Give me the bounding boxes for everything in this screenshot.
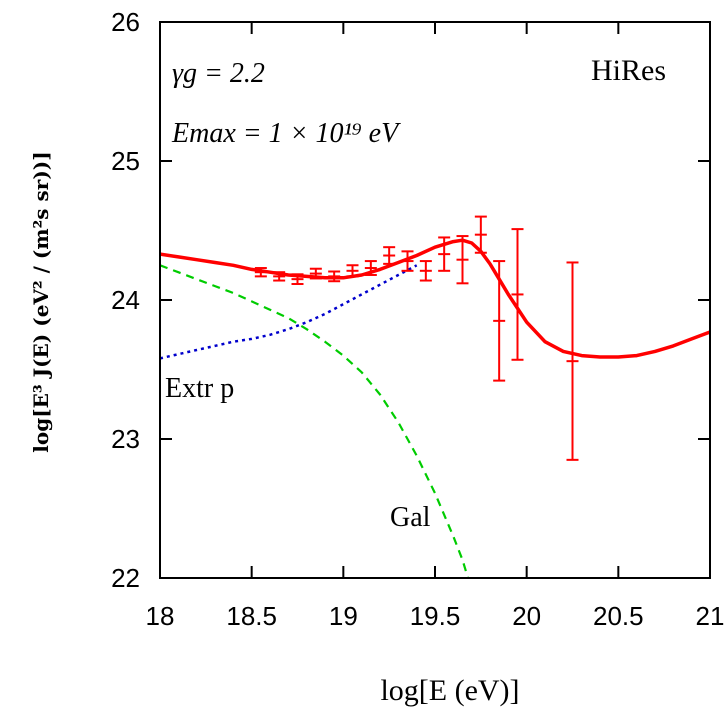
y-tick-label: 22 bbox=[111, 563, 140, 593]
hires-data-point bbox=[438, 236, 451, 272]
hires-data-point bbox=[291, 273, 304, 286]
x-tick-label: 19.5 bbox=[410, 601, 461, 631]
extr-label: Extr p bbox=[165, 373, 234, 404]
hires-data-point bbox=[493, 260, 506, 382]
hires-data-point bbox=[401, 250, 414, 272]
y-tick-label: 26 bbox=[111, 7, 140, 37]
gamma-annotation: γg = 2.2 bbox=[172, 58, 265, 89]
y-axis-label: log[E³ J(E) (eV² / (m²s sr))] bbox=[29, 151, 53, 452]
hires-data-point bbox=[364, 260, 377, 276]
x-tick-label: 19 bbox=[329, 601, 358, 631]
x-tick-label: 18 bbox=[146, 601, 175, 631]
x-tick-label: 20.5 bbox=[593, 601, 644, 631]
x-tick-label: 20 bbox=[512, 601, 541, 631]
hires-data-point bbox=[309, 267, 322, 280]
hires-data-point bbox=[383, 246, 396, 265]
hires-data-point bbox=[419, 260, 432, 282]
hires-data-point bbox=[474, 215, 487, 254]
x-tick-label: 21 bbox=[696, 601, 725, 631]
x-axis-label: log[E (eV)] bbox=[380, 674, 519, 707]
emax-annotation: Emax = 1 × 10¹⁹ eV bbox=[171, 118, 401, 149]
galactic-curve bbox=[160, 264, 470, 578]
hires-data-point bbox=[456, 235, 469, 285]
extragalactic-proton-curve bbox=[160, 264, 418, 360]
hires-data-point bbox=[328, 270, 341, 283]
experiment-label: HiRes bbox=[591, 54, 666, 87]
plot-frame bbox=[159, 21, 711, 579]
plot-area bbox=[160, 215, 710, 578]
y-tick-label: 23 bbox=[111, 424, 140, 454]
gal-label: Gal bbox=[390, 502, 431, 533]
axis-ticks: 18 18.5 19 19.5 20 20.5 21 22 23 24 25 26 bbox=[111, 7, 724, 631]
hires-data-point bbox=[566, 261, 579, 461]
hires-data-point bbox=[254, 267, 267, 278]
y-tick-label: 25 bbox=[111, 146, 140, 176]
x-tick-label: 18.5 bbox=[226, 601, 277, 631]
hires-data-point bbox=[346, 264, 359, 278]
y-tick-label: 24 bbox=[111, 285, 140, 315]
hires-data-point bbox=[273, 271, 286, 282]
hires-data-point bbox=[511, 228, 524, 361]
